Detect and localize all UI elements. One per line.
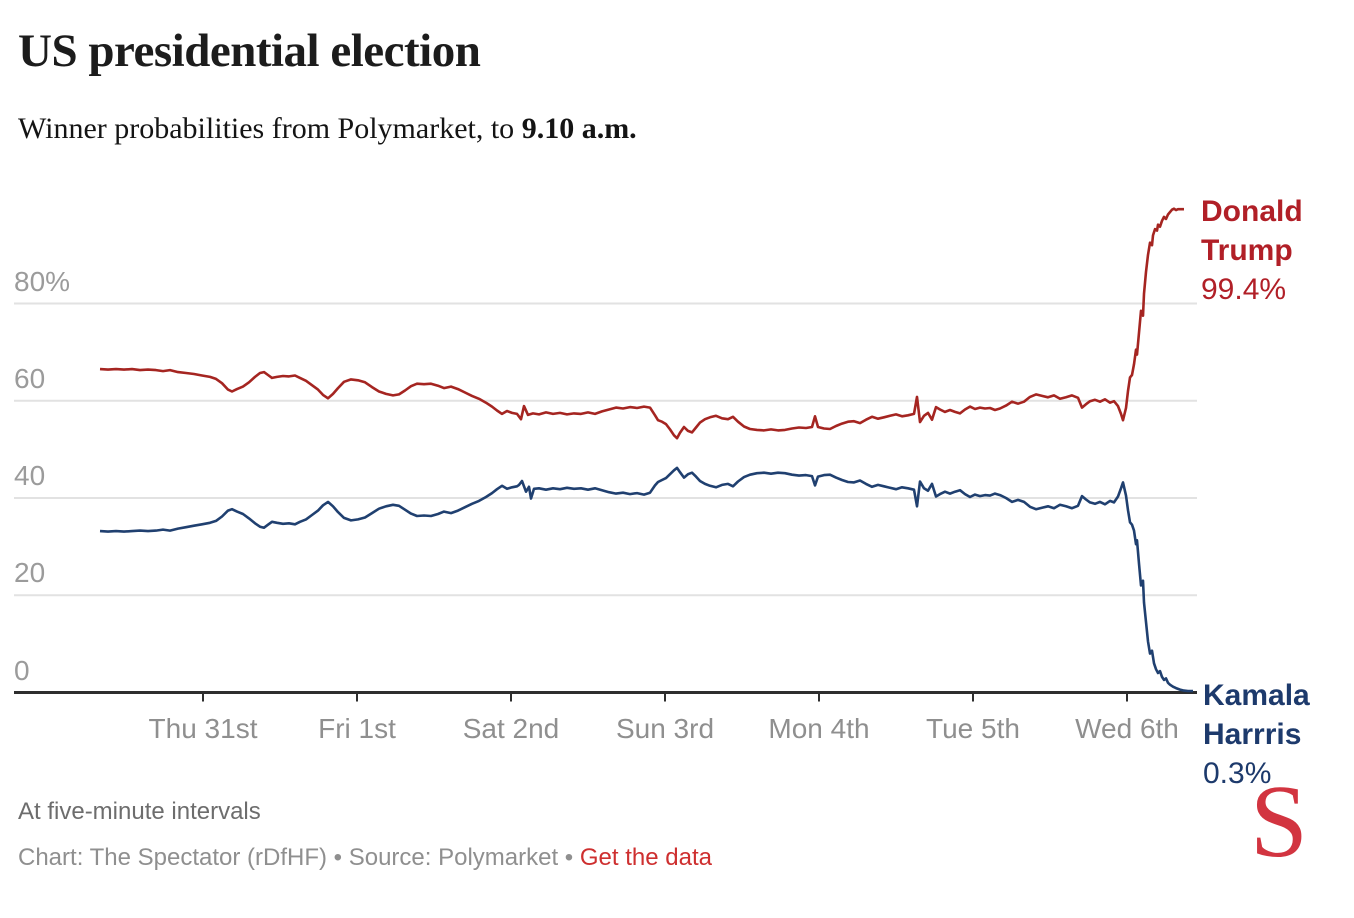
get-the-data-link[interactable]: Get the data xyxy=(579,844,712,871)
trump-label: Donald Trump 99.4% xyxy=(1201,192,1303,309)
subtitle-text: Winner probabilities from Polymarket, to xyxy=(18,112,522,145)
y-axis-label: 60 xyxy=(14,362,46,394)
x-axis-label: Sat 2nd xyxy=(462,713,560,744)
y-axis-label: 0 xyxy=(14,654,30,686)
harris-value: 0.3% xyxy=(1203,757,1272,790)
harris-line xyxy=(99,466,1193,693)
y-axis-label: 80% xyxy=(14,265,71,297)
x-axis-label: Wed 6th xyxy=(1075,713,1179,744)
harris-label-line1: Kamala xyxy=(1203,679,1310,712)
trump-label-line1: Donald xyxy=(1201,195,1303,228)
chart-subtitle: Winner probabilities from Polymarket, to… xyxy=(18,112,637,146)
subtitle-time: 9.10 a.m. xyxy=(521,112,637,145)
credit-text: Chart: The Spectator (rDfHF) • Source: P… xyxy=(18,844,580,871)
x-axis-label: Mon 4th xyxy=(768,713,870,744)
page-title: US presidential election xyxy=(18,25,481,77)
trump-value: 99.4% xyxy=(1201,273,1287,306)
x-axis-label: Tue 5th xyxy=(926,713,1020,744)
harris-label: Kamala Harrris 0.3% xyxy=(1203,676,1310,793)
harris-label-line2: Harrris xyxy=(1203,718,1302,751)
x-axis-label: Fri 1st xyxy=(318,713,396,744)
trump-label-line2: Trump xyxy=(1201,234,1293,267)
gridlines xyxy=(14,302,1197,694)
chart-footnote: At five-minute intervals xyxy=(18,798,261,825)
x-axis-label: Sun 3rd xyxy=(615,713,715,744)
trump-line xyxy=(99,207,1184,440)
x-axis-label: Thu 31st xyxy=(148,713,258,744)
y-axis-label: 40 xyxy=(14,460,46,491)
spectator-logo: S xyxy=(1250,764,1308,879)
chart-credit: Chart: The Spectator (rDfHF) • Source: P… xyxy=(18,844,712,872)
y-axis-label: 20 xyxy=(14,557,46,589)
x-axis-ticks xyxy=(202,694,1128,702)
